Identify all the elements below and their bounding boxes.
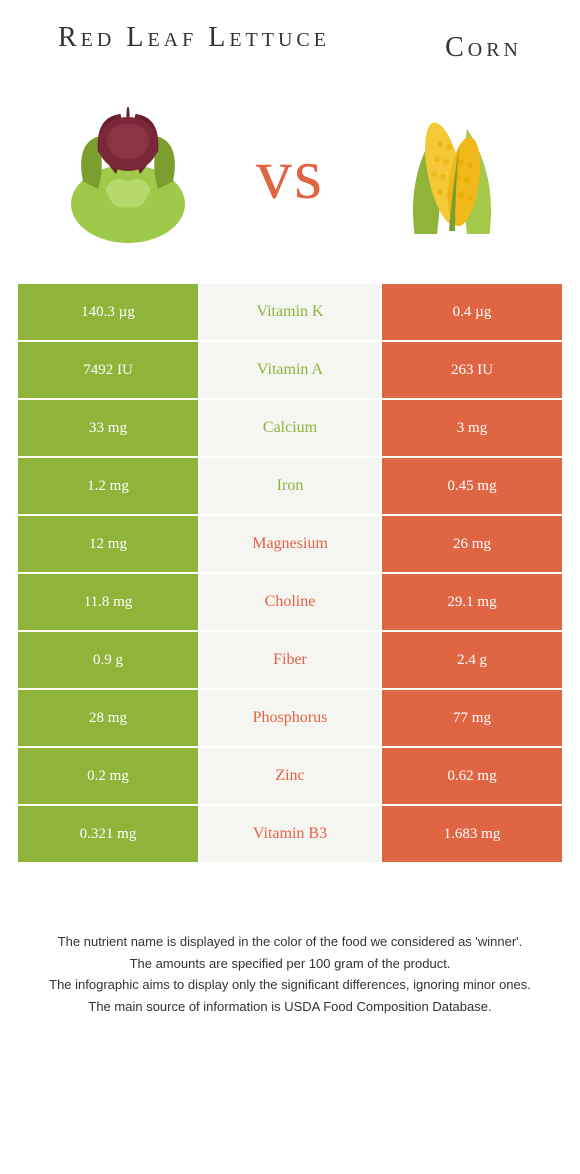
vs-label: vs xyxy=(256,133,324,216)
nutrient-label: Fiber xyxy=(200,632,380,688)
nutrient-row: 0.9 gFiber2.4 g xyxy=(18,632,562,688)
left-value: 33 mg xyxy=(18,400,198,456)
footer-line: The main source of information is USDA F… xyxy=(38,997,542,1017)
right-value: 0.62 mg xyxy=(382,748,562,804)
nutrient-label: Vitamin B3 xyxy=(200,806,380,862)
left-value: 0.9 g xyxy=(18,632,198,688)
left-value: 1.2 mg xyxy=(18,458,198,514)
nutrient-label: Zinc xyxy=(200,748,380,804)
right-value: 1.683 mg xyxy=(382,806,562,862)
lettuce-icon xyxy=(48,94,208,254)
left-value: 11.8 mg xyxy=(18,574,198,630)
left-value: 7492 IU xyxy=(18,342,198,398)
nutrient-row: 0.321 mgVitamin B31.683 mg xyxy=(18,806,562,862)
right-value: 0.4 µg xyxy=(382,284,562,340)
left-value: 12 mg xyxy=(18,516,198,572)
footer-line: The infographic aims to display only the… xyxy=(38,975,542,995)
right-value: 3 mg xyxy=(382,400,562,456)
right-value: 263 IU xyxy=(382,342,562,398)
nutrient-label: Magnesium xyxy=(200,516,380,572)
nutrient-label: Phosphorus xyxy=(200,690,380,746)
nutrient-row: 7492 IUVitamin A263 IU xyxy=(18,342,562,398)
infographic-container: Red Leaf Lettuce Corn vs xyxy=(0,0,580,1038)
left-value: 140.3 µg xyxy=(18,284,198,340)
nutrient-label: Iron xyxy=(200,458,380,514)
nutrient-label: Calcium xyxy=(200,400,380,456)
right-value: 2.4 g xyxy=(382,632,562,688)
right-value: 0.45 mg xyxy=(382,458,562,514)
left-food-title: Red Leaf Lettuce xyxy=(58,20,330,56)
footer-notes: The nutrient name is displayed in the co… xyxy=(18,932,562,1016)
right-value: 77 mg xyxy=(382,690,562,746)
corn-icon xyxy=(372,94,532,254)
nutrient-label: Vitamin A xyxy=(200,342,380,398)
nutrient-row: 0.2 mgZinc0.62 mg xyxy=(18,748,562,804)
header: Red Leaf Lettuce Corn xyxy=(18,20,562,64)
nutrient-label: Choline xyxy=(200,574,380,630)
left-value: 28 mg xyxy=(18,690,198,746)
left-value: 0.321 mg xyxy=(18,806,198,862)
nutrient-row: 140.3 µgVitamin K0.4 µg xyxy=(18,284,562,340)
nutrient-row: 33 mgCalcium3 mg xyxy=(18,400,562,456)
right-value: 26 mg xyxy=(382,516,562,572)
left-value: 0.2 mg xyxy=(18,748,198,804)
nutrient-row: 11.8 mgCholine29.1 mg xyxy=(18,574,562,630)
right-food-title: Corn xyxy=(445,20,522,64)
footer-line: The amounts are specified per 100 gram o… xyxy=(38,954,542,974)
nutrient-label: Vitamin K xyxy=(200,284,380,340)
right-value: 29.1 mg xyxy=(382,574,562,630)
image-row: vs xyxy=(18,84,562,284)
nutrient-row: 28 mgPhosphorus77 mg xyxy=(18,690,562,746)
nutrient-row: 1.2 mgIron0.45 mg xyxy=(18,458,562,514)
nutrient-row: 12 mgMagnesium26 mg xyxy=(18,516,562,572)
nutrient-table: 140.3 µgVitamin K0.4 µg7492 IUVitamin A2… xyxy=(18,284,562,862)
footer-line: The nutrient name is displayed in the co… xyxy=(38,932,542,952)
